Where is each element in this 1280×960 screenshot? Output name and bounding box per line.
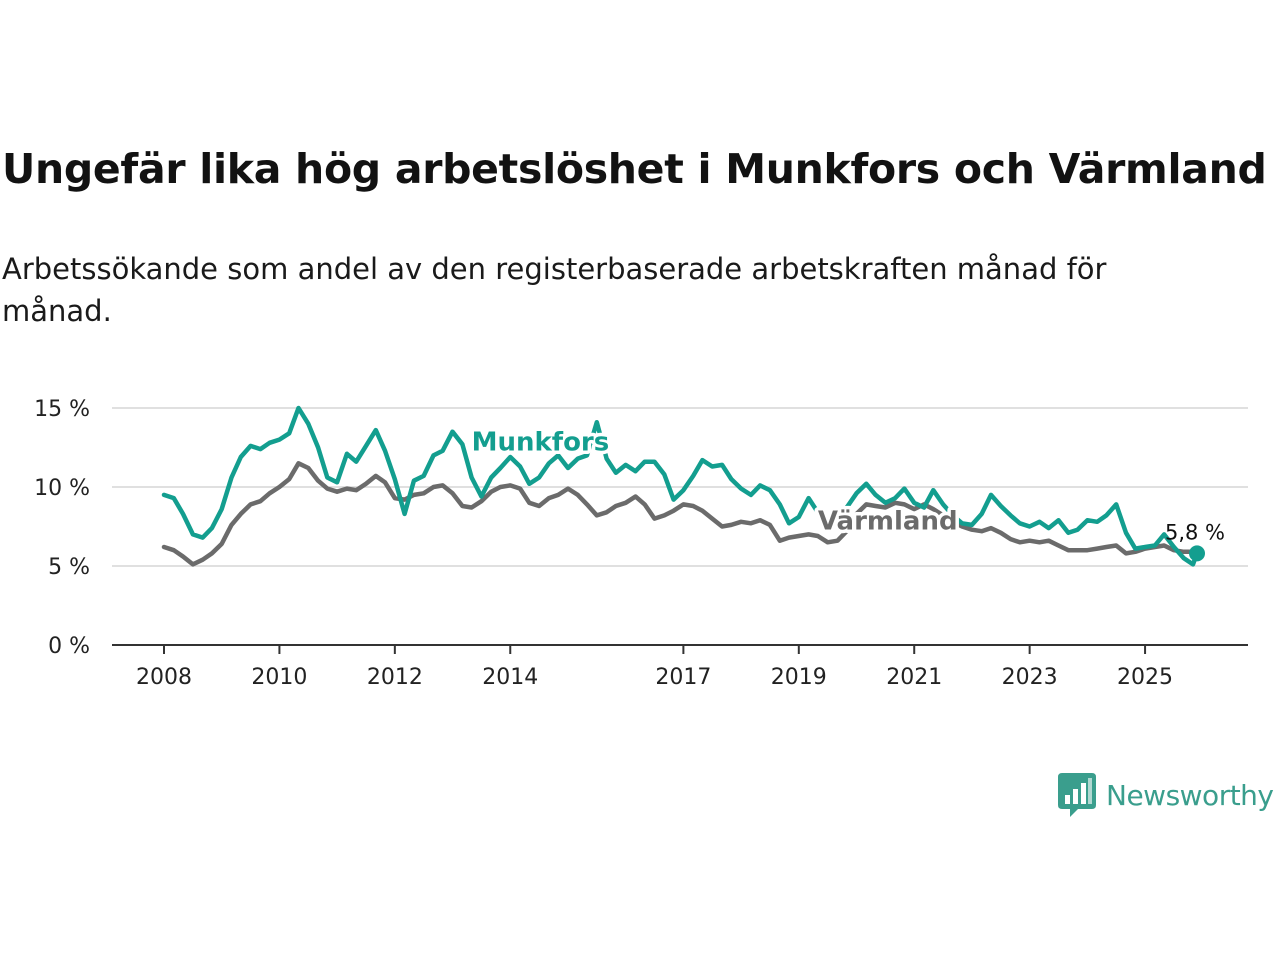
series-label-munkfors: Munkfors xyxy=(472,428,610,458)
x-tick-label: 2010 xyxy=(251,665,307,690)
label-layer: Munkfors Värmland 5,8 % xyxy=(468,424,1225,562)
axis-layer: 0 % 5 % 10 % 15 % 2008 2010 2012 2014 2017 2019 20… xyxy=(34,397,1248,690)
x-tick-label: 2012 xyxy=(367,665,423,690)
x-tick-label: 2019 xyxy=(771,665,827,690)
x-tick-label: 2021 xyxy=(886,665,942,690)
y-tick-label: 0 % xyxy=(48,634,90,659)
y-tick-label: 15 % xyxy=(34,397,90,422)
newsworthy-logo-text: Newsworthy xyxy=(1106,778,1274,812)
end-point-marker xyxy=(1189,545,1205,562)
series-line-varmland xyxy=(161,461,1200,567)
x-tick-label: 2014 xyxy=(482,665,538,690)
newsworthy-logo-icon xyxy=(1058,773,1096,817)
line-chart: 0 % 5 % 10 % 15 % 2008 2010 2012 2014 2017 2019 20… xyxy=(34,397,1248,690)
series-label-varmland: Värmland xyxy=(818,507,958,537)
x-tick-label: 2025 xyxy=(1117,665,1173,690)
x-tick-label: 2008 xyxy=(136,665,192,690)
x-tick-label: 2023 xyxy=(1002,665,1058,690)
x-tick-label: 2017 xyxy=(655,665,711,690)
end-value-label: 5,8 % xyxy=(1165,520,1225,544)
newsworthy-logo: Newsworthy xyxy=(1058,773,1274,817)
chart-title: Ungefär lika hög arbetslöshet i Munkfors… xyxy=(2,145,1267,193)
y-tick-label: 5 % xyxy=(48,555,90,580)
chart-subtitle: Arbetssökande som andel av den registerb… xyxy=(2,252,1107,328)
y-tick-label: 10 % xyxy=(34,476,90,501)
series-line-munkfors xyxy=(161,405,1200,567)
grid-layer xyxy=(112,407,1248,567)
series-layer xyxy=(161,405,1200,567)
